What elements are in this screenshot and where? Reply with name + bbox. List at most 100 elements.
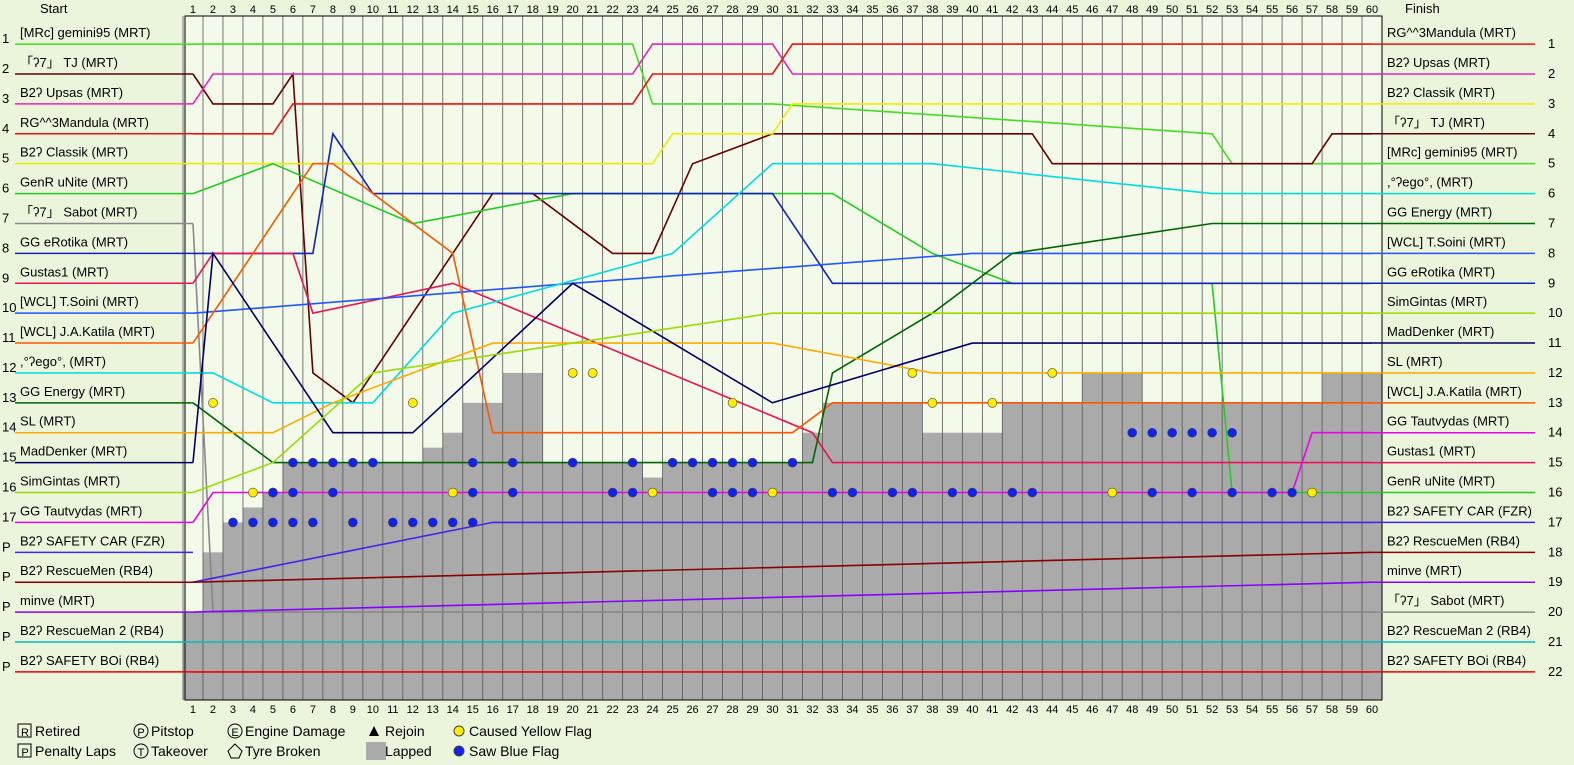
x-tick-label: 27 — [706, 4, 718, 16]
lapped-area — [882, 402, 903, 700]
lapped-area — [1102, 372, 1123, 700]
yellow-flag — [1047, 368, 1058, 378]
x-tick-label: 41 — [986, 4, 998, 16]
start-driver: B2ʔ SAFETY CAR (FZR) — [20, 533, 165, 548]
x-tick-label: 48 — [1126, 4, 1138, 16]
lapped-area — [862, 402, 883, 700]
lapped-area — [1222, 402, 1243, 700]
x-tick-label: 38 — [926, 704, 938, 716]
finish-position: 5 — [1548, 156, 1555, 171]
x-tick-label: 9 — [350, 4, 356, 16]
yellow-flag — [727, 398, 738, 408]
blue-flag — [447, 517, 458, 528]
legend-label: Pitstop — [151, 723, 194, 739]
x-tick-label: 59 — [1346, 4, 1358, 16]
x-tick-label: 44 — [1046, 4, 1058, 16]
start-driver: [WCL] J.A.Katila (MRT) — [20, 324, 155, 339]
legend-label: Engine Damage — [245, 723, 346, 739]
legend-label: Tyre Broken — [245, 743, 320, 759]
start-driver: Gustas1 (MRT) — [20, 264, 109, 279]
blue-flag — [388, 517, 398, 528]
x-tick-label: 38 — [926, 4, 938, 16]
finish-position: 2 — [1548, 66, 1555, 81]
legend-label: Saw Blue Flag — [469, 743, 559, 759]
x-tick-label: 14 — [447, 4, 459, 16]
finish-driver: minve (MRT) — [1387, 563, 1462, 578]
legend-label: Rejoin — [385, 723, 425, 739]
blue-flag — [1007, 487, 1018, 498]
lapped-area — [842, 402, 863, 700]
finish-driver: GG Energy (MRT) — [1387, 204, 1492, 219]
blue-flag — [268, 487, 278, 498]
x-tick-label: 51 — [1186, 704, 1198, 716]
x-tick-label: 51 — [1186, 4, 1198, 16]
lapped-area — [902, 402, 923, 700]
position-line — [192, 312, 1372, 494]
position-line — [192, 252, 1372, 314]
x-tick-label: 45 — [1066, 4, 1078, 16]
blue-flag — [1287, 487, 1297, 498]
x-tick-label: 29 — [746, 4, 758, 16]
start-driver: [MRc] gemini95 (MRT) — [20, 25, 151, 40]
lapped-area — [302, 462, 323, 700]
start-position: 14 — [2, 420, 16, 435]
blue-flag — [288, 517, 298, 528]
x-tick-label: 36 — [886, 704, 898, 716]
start-driver: RG^^3Mandula (MRT) — [20, 115, 149, 130]
yellow-flag — [567, 368, 578, 378]
x-tick-label: 19 — [547, 704, 559, 716]
yellow-flag — [1107, 487, 1118, 498]
yellow-flag — [447, 487, 458, 498]
lapped-area — [982, 432, 1003, 700]
yellow-flag — [587, 368, 598, 378]
yellow-flag — [248, 487, 258, 498]
legend-icon — [369, 726, 379, 736]
position-line — [193, 342, 1372, 434]
finish-driver: B2ʔ RescueMen (RB4) — [1387, 533, 1520, 548]
legend-label: Takeover — [151, 743, 208, 759]
finish-position: 17 — [1548, 514, 1562, 529]
finish-position: 12 — [1548, 365, 1562, 380]
lapped-area — [322, 462, 343, 700]
start-position: 9 — [2, 270, 9, 285]
plot-border — [184, 15, 1383, 701]
x-tick-label: 25 — [666, 4, 678, 16]
finish-driver: ,°ʔego°, (MRT) — [1387, 175, 1473, 190]
start-position: 5 — [2, 151, 9, 166]
x-tick-label: 37 — [906, 4, 918, 16]
finish-driver: B2ʔ SAFETY CAR (FZR) — [1387, 503, 1532, 518]
x-tick-label: 19 — [547, 4, 559, 16]
lapped-area — [183, 612, 203, 700]
finish-position: 7 — [1548, 215, 1555, 230]
x-tick-label: 52 — [1206, 4, 1218, 16]
finish-driver: B2ʔ Upsas (MRT) — [1387, 55, 1490, 70]
position-line — [192, 71, 1372, 404]
x-tick-label: 52 — [1206, 704, 1218, 716]
legend-icon — [133, 723, 149, 739]
blue-flag — [288, 457, 298, 468]
blue-flag — [1207, 427, 1217, 438]
start-driver: minve (MRT) — [20, 593, 95, 608]
blue-flag — [348, 517, 358, 528]
blue-flag — [707, 487, 718, 498]
x-tick-label: 3 — [230, 4, 236, 16]
x-tick-label: 8 — [330, 4, 336, 16]
yellow-flag — [907, 368, 918, 378]
x-tick-label: 13 — [427, 704, 439, 716]
position-line — [192, 251, 1372, 463]
finish-driver: GG Tautvydas (MRT) — [1387, 414, 1509, 429]
start-position: 11 — [2, 330, 16, 345]
x-tick-label: 40 — [966, 4, 978, 16]
blue-flag — [947, 487, 958, 498]
x-tick-label: 56 — [1286, 4, 1298, 16]
yellow-flag — [208, 398, 218, 408]
blue-flag — [1227, 427, 1237, 438]
blue-flag — [1127, 427, 1138, 438]
x-tick-label: 60 — [1366, 4, 1378, 16]
lapped-area — [622, 462, 643, 700]
finish-driver: RG^^3Mandula (MRT) — [1387, 25, 1516, 40]
x-tick-label: 28 — [726, 4, 738, 16]
x-tick-label: 50 — [1166, 704, 1178, 716]
x-tick-label: 39 — [946, 4, 958, 16]
